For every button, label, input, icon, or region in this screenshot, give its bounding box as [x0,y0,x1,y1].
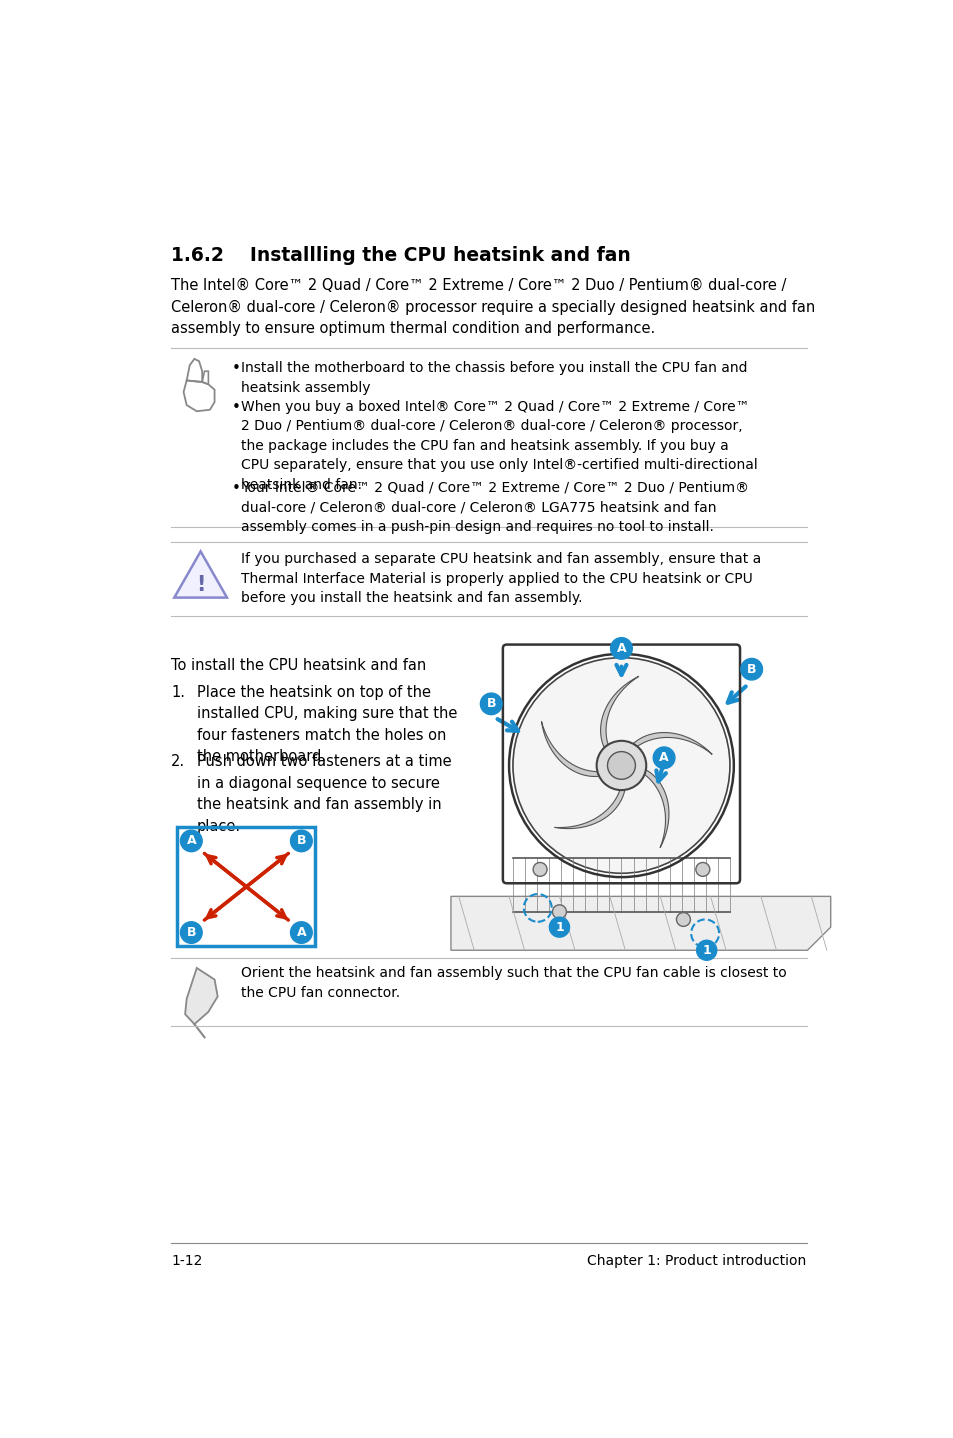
Text: A: A [616,641,625,654]
Circle shape [180,922,202,943]
Polygon shape [185,968,217,1024]
Circle shape [513,657,729,873]
Text: 1.6.2    Installling the CPU heatsink and fan: 1.6.2 Installling the CPU heatsink and f… [171,246,630,265]
Text: 1: 1 [555,920,563,933]
Bar [177,827,315,946]
Text: Push down two fasteners at a time
in a diagonal sequence to secure
the heatsink : Push down two fasteners at a time in a d… [196,754,451,834]
Polygon shape [600,676,639,748]
Text: 1-12: 1-12 [171,1254,202,1268]
Circle shape [607,752,635,779]
Text: B: B [486,697,496,710]
Text: •: • [232,361,240,377]
Text: If you purchased a separate CPU heatsink and fan assembly, ensure that a
Thermal: If you purchased a separate CPU heatsink… [241,552,760,605]
Text: A: A [659,751,668,764]
Text: B: B [296,834,306,847]
Text: Orient the heatsink and fan assembly such that the CPU fan cable is closest to
t: Orient the heatsink and fan assembly suc… [241,966,786,999]
Circle shape [533,863,546,876]
Circle shape [552,905,566,919]
Circle shape [291,922,312,943]
Text: B: B [746,663,756,676]
Text: A: A [296,926,306,939]
Circle shape [676,913,690,926]
Circle shape [610,637,632,659]
Circle shape [653,746,674,768]
Text: To install the CPU heatsink and fan: To install the CPU heatsink and fan [171,657,426,673]
Text: Place the heatsink on top of the
installed CPU, making sure that the
four fasten: Place the heatsink on top of the install… [196,684,456,765]
Text: Chapter 1: Product introduction: Chapter 1: Product introduction [587,1254,806,1268]
Circle shape [480,693,501,715]
Polygon shape [633,732,712,755]
Circle shape [180,830,202,851]
Circle shape [291,830,312,851]
Circle shape [740,659,761,680]
Text: The Intel® Core™ 2 Quad / Core™ 2 Extreme / Core™ 2 Duo / Pentium® dual-core /
C: The Intel® Core™ 2 Quad / Core™ 2 Extrem… [171,278,815,336]
Text: 1.: 1. [171,684,185,700]
Polygon shape [541,722,598,777]
Text: !: ! [195,575,205,594]
Text: B: B [187,926,196,939]
Text: Your Intel® Core™ 2 Quad / Core™ 2 Extreme / Core™ 2 Duo / Pentium®
dual-core / : Your Intel® Core™ 2 Quad / Core™ 2 Extre… [241,480,748,533]
Circle shape [596,741,645,789]
Polygon shape [174,551,227,598]
Text: •: • [232,400,240,414]
Text: A: A [187,834,196,847]
Polygon shape [451,896,830,951]
Polygon shape [644,769,668,848]
Text: •: • [232,480,240,496]
Text: Install the motherboard to the chassis before you install the CPU fan and
heatsi: Install the motherboard to the chassis b… [241,361,746,394]
Text: When you buy a boxed Intel® Core™ 2 Quad / Core™ 2 Extreme / Core™
2 Duo / Penti: When you buy a boxed Intel® Core™ 2 Quad… [241,400,757,492]
Polygon shape [554,789,624,828]
Circle shape [549,917,569,938]
Text: 2.: 2. [171,754,185,769]
Circle shape [695,863,709,876]
Text: 1: 1 [701,943,710,956]
Circle shape [696,940,716,961]
